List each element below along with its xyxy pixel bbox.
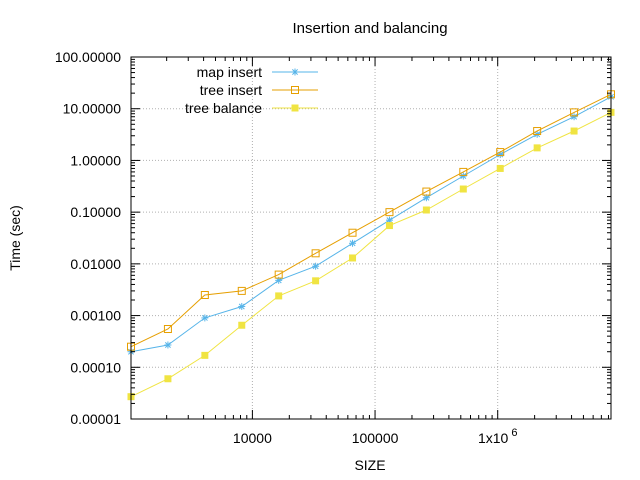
x-axis-label: SIZE [354,457,385,473]
legend-item: tree insert [200,82,318,98]
y-axis-label: Time (sec) [7,205,23,271]
marker-stroke [164,341,171,348]
data-point [348,228,357,237]
data-point [570,108,579,117]
legend-item: map insert [197,64,318,80]
data-point [459,167,468,176]
legend: map insert tree insert tree balance [185,64,318,116]
data-point [238,321,246,329]
data-point [275,292,283,300]
data-point [291,68,299,76]
data-point [201,351,209,359]
data-point [163,324,172,333]
series-line [130,111,612,398]
data-point [459,185,467,193]
data-point [496,164,504,172]
marker-stroke [201,314,208,321]
y-tick-label: 0.10000 [70,204,121,220]
marker-stroke [571,113,578,120]
y-tick-label: 1.00000 [70,152,121,168]
marker-stroke [497,151,504,158]
data-point [570,127,578,135]
data-point [291,86,299,94]
data-point [312,262,320,270]
y-tick-label: 0.00100 [70,308,121,324]
data-point [274,270,283,279]
data-point [385,208,394,217]
data-point [385,222,393,230]
legend-label: tree balance [185,100,262,116]
y-tick-label: 0.00001 [70,411,121,427]
data-point [459,172,467,180]
series-tree-insert [127,90,615,351]
plot-frame [130,56,612,420]
series-layer [127,90,615,401]
legend-label: map insert [197,64,262,80]
data-point [496,148,505,157]
marker-stroke [292,69,298,75]
y-tick-label: 0.01000 [70,256,121,272]
marker-stroke [312,263,319,270]
ticks: 0.00001 0.00010 0.00100 0.01000 0.10000 1.000… [55,49,611,446]
data-point [291,104,299,112]
data-point [237,286,246,295]
data-point [312,277,320,285]
series-tree-balance [127,108,615,401]
data-point [349,254,357,262]
data-point [311,249,320,258]
legend-item: tree balance [185,100,318,116]
data-point [533,127,542,136]
y-tick-label: 100.00000 [55,49,121,65]
marker-stroke [386,217,393,224]
series-line [130,96,612,353]
marker-stroke [423,194,430,201]
data-point [201,314,209,322]
data-point [533,144,541,152]
x-tick-label: 100000 [352,430,399,446]
marker-stroke [460,173,467,179]
x-tick-label: 10000 [233,430,272,446]
data-point [422,206,430,214]
marker-stroke [349,240,356,247]
series-line [130,93,612,348]
data-point [570,113,578,121]
data-point [422,187,431,196]
chart-title: Insertion and balancing [292,20,447,37]
data-point [200,290,209,299]
legend-label: tree insert [200,82,262,98]
x-tick-label: 1x10 6 [478,427,517,446]
data-point [164,375,172,383]
data-point [349,239,357,247]
data-point [164,341,172,349]
y-tick-label: 10.00000 [63,101,122,117]
marker-stroke [238,303,245,310]
data-point [238,302,246,310]
y-tick-label: 0.00010 [70,359,121,375]
